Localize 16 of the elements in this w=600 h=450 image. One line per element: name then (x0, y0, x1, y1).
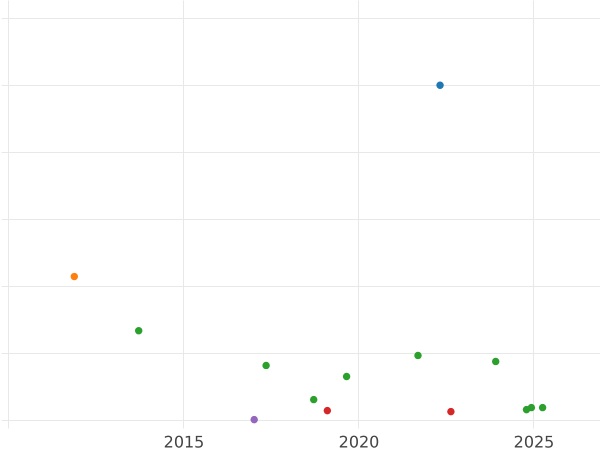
point (70, 272, 78, 280)
x-tick-label: 2025 (514, 432, 554, 450)
point (134, 326, 142, 334)
point (262, 362, 270, 370)
x-tick-label: 2015 (164, 432, 204, 450)
point (250, 416, 258, 424)
point (538, 404, 546, 412)
point (447, 408, 455, 416)
x-tick-label: 2020 (338, 432, 380, 450)
point (310, 396, 318, 404)
point (414, 352, 422, 360)
point (324, 406, 332, 414)
point (436, 82, 444, 89)
point (492, 358, 500, 366)
point (528, 404, 536, 412)
point (342, 372, 350, 380)
